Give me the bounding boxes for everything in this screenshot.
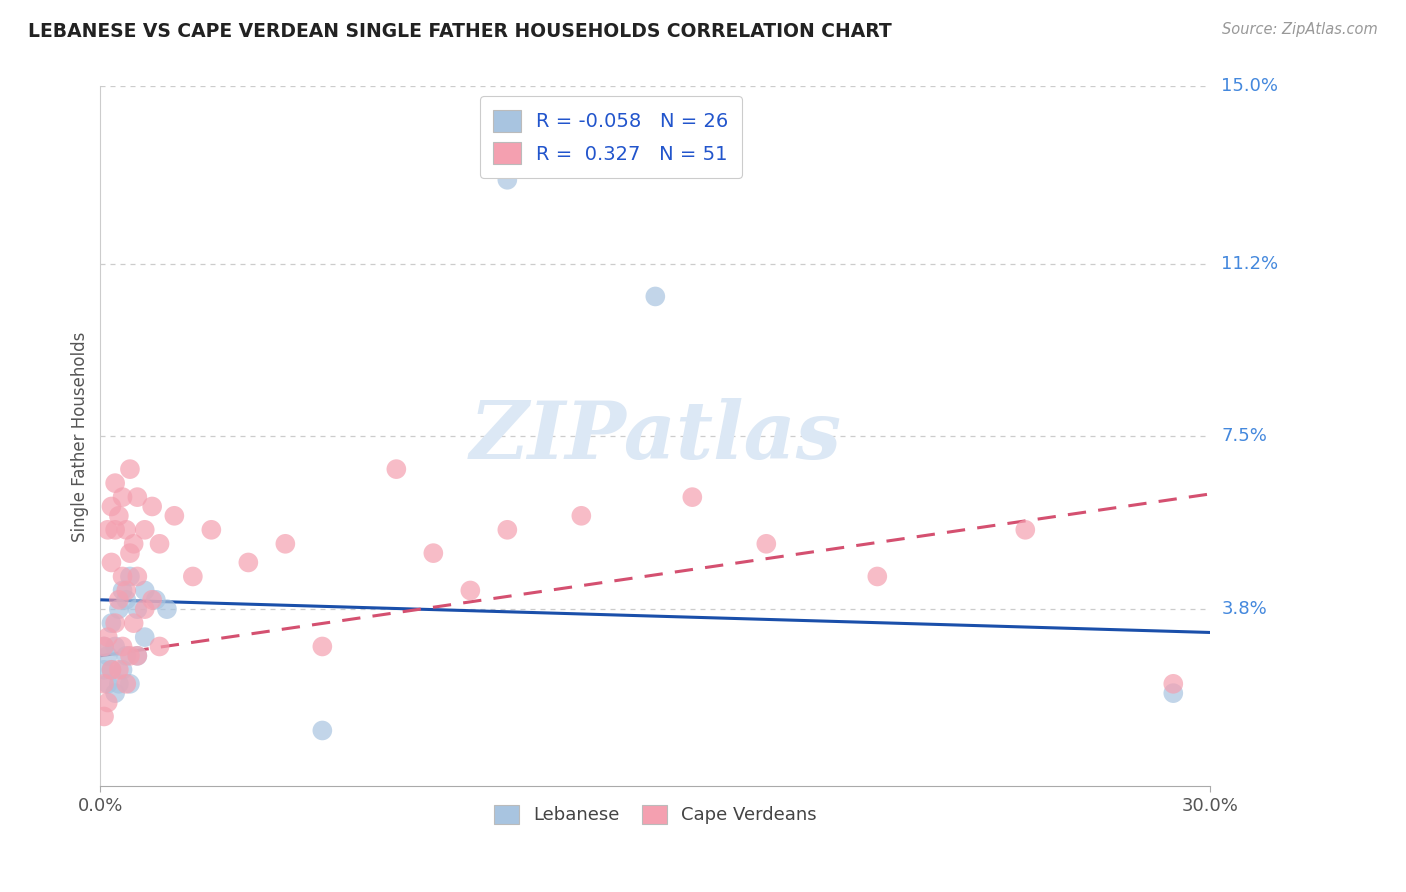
Point — [115, 583, 138, 598]
Point — [127, 602, 149, 616]
Point — [118, 462, 141, 476]
Point — [311, 723, 333, 738]
Point — [118, 677, 141, 691]
Point — [148, 537, 170, 551]
Point — [118, 546, 141, 560]
Point — [115, 523, 138, 537]
Point — [148, 640, 170, 654]
Point — [118, 569, 141, 583]
Point — [97, 630, 120, 644]
Point — [104, 476, 127, 491]
Point — [100, 556, 122, 570]
Point — [93, 640, 115, 654]
Point — [97, 677, 120, 691]
Text: Source: ZipAtlas.com: Source: ZipAtlas.com — [1222, 22, 1378, 37]
Point — [134, 602, 156, 616]
Point — [1014, 523, 1036, 537]
Point — [1161, 677, 1184, 691]
Point — [104, 640, 127, 654]
Point — [141, 500, 163, 514]
Point — [866, 569, 889, 583]
Point — [108, 663, 131, 677]
Text: LEBANESE VS CAPE VERDEAN SINGLE FATHER HOUSEHOLDS CORRELATION CHART: LEBANESE VS CAPE VERDEAN SINGLE FATHER H… — [28, 22, 891, 41]
Text: 11.2%: 11.2% — [1222, 255, 1278, 273]
Point — [111, 490, 134, 504]
Point — [104, 616, 127, 631]
Point — [115, 677, 138, 691]
Point — [108, 592, 131, 607]
Point — [274, 537, 297, 551]
Point — [111, 663, 134, 677]
Point — [97, 648, 120, 663]
Point — [496, 523, 519, 537]
Point — [163, 508, 186, 523]
Point — [97, 696, 120, 710]
Point — [104, 523, 127, 537]
Point — [93, 709, 115, 723]
Point — [93, 677, 115, 691]
Point — [127, 569, 149, 583]
Point — [496, 173, 519, 187]
Text: 3.8%: 3.8% — [1222, 600, 1267, 618]
Point — [93, 640, 115, 654]
Point — [115, 592, 138, 607]
Point — [115, 648, 138, 663]
Point — [108, 508, 131, 523]
Point — [134, 583, 156, 598]
Point — [111, 640, 134, 654]
Point — [644, 289, 666, 303]
Point — [127, 648, 149, 663]
Point — [141, 592, 163, 607]
Point — [111, 569, 134, 583]
Point — [100, 616, 122, 631]
Point — [311, 640, 333, 654]
Point — [111, 583, 134, 598]
Point — [93, 663, 115, 677]
Point — [100, 663, 122, 677]
Point — [122, 537, 145, 551]
Point — [122, 616, 145, 631]
Point — [238, 556, 260, 570]
Point — [422, 546, 444, 560]
Point — [181, 569, 204, 583]
Text: 7.5%: 7.5% — [1222, 427, 1267, 445]
Point — [569, 508, 592, 523]
Point — [200, 523, 222, 537]
Point — [755, 537, 778, 551]
Text: ZIPatlas: ZIPatlas — [470, 398, 841, 475]
Point — [156, 602, 179, 616]
Point — [100, 500, 122, 514]
Point — [127, 490, 149, 504]
Point — [385, 462, 408, 476]
Point — [118, 648, 141, 663]
Legend: Lebanese, Cape Verdeans: Lebanese, Cape Verdeans — [485, 796, 825, 833]
Point — [134, 523, 156, 537]
Point — [127, 648, 149, 663]
Point — [104, 686, 127, 700]
Point — [108, 602, 131, 616]
Y-axis label: Single Father Households: Single Father Households — [72, 331, 89, 541]
Point — [145, 592, 167, 607]
Point — [100, 663, 122, 677]
Point — [460, 583, 482, 598]
Point — [681, 490, 703, 504]
Point — [1161, 686, 1184, 700]
Text: 15.0%: 15.0% — [1222, 78, 1278, 95]
Point — [134, 630, 156, 644]
Point — [108, 677, 131, 691]
Point — [97, 523, 120, 537]
